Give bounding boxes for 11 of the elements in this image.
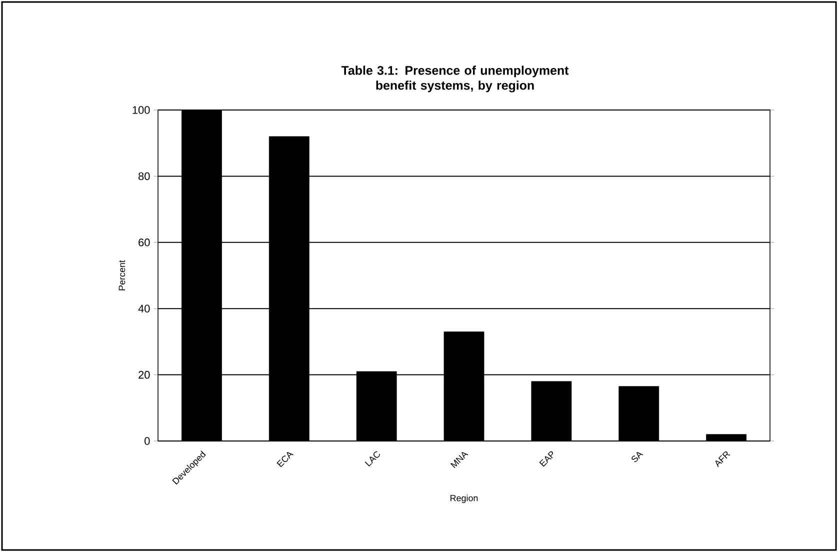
- x-tick-label: SA: [632, 452, 644, 462]
- y-tick-label: 60: [138, 238, 150, 246]
- x-tick-label: ECA: [276, 452, 294, 468]
- y-tick-label: 0: [144, 437, 150, 445]
- y-axis-title: Percent: [118, 260, 126, 290]
- y-tick-label: 100: [132, 106, 150, 114]
- y-tick-label: 20: [138, 370, 150, 379]
- chart-title: Table 3.1: Presence of unemployment benefit systems, by region: [341, 66, 569, 92]
- y-tick-label: 40: [138, 304, 150, 312]
- y-tick-label: 80: [138, 172, 150, 180]
- x-axis-title: Region: [450, 494, 478, 504]
